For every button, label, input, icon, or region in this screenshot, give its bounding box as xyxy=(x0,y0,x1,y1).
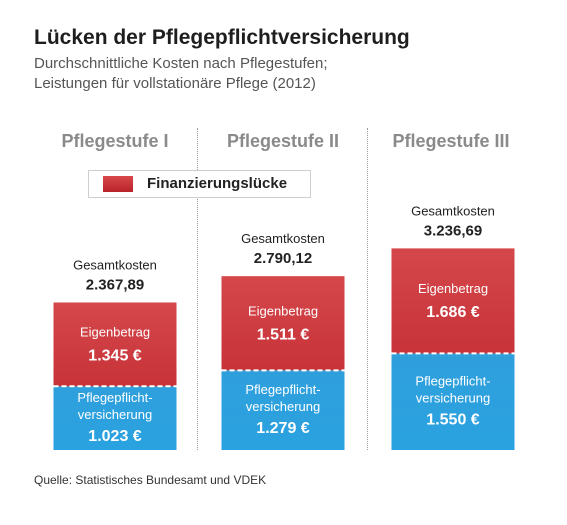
column-divider-1 xyxy=(197,128,198,450)
legend-label: Finanzierungslücke xyxy=(147,175,288,192)
bar-eigenbetrag-2 xyxy=(221,276,345,371)
chart-subtitle: Durchschnittliche Kosten nach Pflegestuf… xyxy=(34,54,328,94)
bar-pflegeversicherung-2 xyxy=(221,370,345,450)
pflegeversicherung-label-line1-2: Pflegepflicht- xyxy=(245,382,320,397)
column-divider-2 xyxy=(367,128,368,450)
pflegeversicherung-label-line1-3: Pflegepflicht- xyxy=(415,374,490,389)
pflegeversicherung-label-line2-3: versicherung xyxy=(416,391,490,406)
bar-eigenbetrag-3 xyxy=(391,248,515,354)
eigenbetrag-label-1: Eigenbetrag xyxy=(80,324,150,339)
eigenbetrag-label-2: Eigenbetrag xyxy=(248,303,318,318)
total-value-2: 2.790,12 xyxy=(254,250,312,267)
column-header-pflegestufe-2: Pflegestufe II xyxy=(226,131,340,151)
total-value-3: 3.236,69 xyxy=(424,222,482,239)
pflegeversicherung-value-2: 1.279 € xyxy=(256,420,309,437)
total-value-1: 2.367,89 xyxy=(86,276,144,293)
chart-title: Lücken der Pflegepflichtversicherung xyxy=(34,26,410,49)
legend: Finanzierungslücke xyxy=(88,170,311,198)
bar-pflegeversicherung-1 xyxy=(53,386,177,450)
column-header-pflegestufe-3: Pflegestufe III xyxy=(392,131,510,151)
eigenbetrag-value-2: 1.511 € xyxy=(257,326,310,343)
eigenbetrag-value-1: 1.345 € xyxy=(88,347,141,364)
column-header-pflegestufe-1: Pflegestufe I xyxy=(61,131,169,151)
total-label-1: Gesamtkosten xyxy=(73,257,157,272)
source-note: Quelle: Statistisches Bundesamt und VDEK xyxy=(34,473,267,487)
pflegeversicherung-label-line1-1: Pflegepflicht- xyxy=(77,390,152,405)
subtitle-line-2: Leistungen für vollstationäre Pflege (20… xyxy=(34,75,316,92)
total-label-2: Gesamtkosten xyxy=(241,231,325,246)
total-label-3: Gesamtkosten xyxy=(411,203,495,218)
subtitle-line-1: Durchschnittliche Kosten nach Pflegestuf… xyxy=(34,55,328,72)
eigenbetrag-label-3: Eigenbetrag xyxy=(418,281,488,296)
eigenbetrag-value-3: 1.686 € xyxy=(426,304,479,321)
pflegeversicherung-value-1: 1.023 € xyxy=(88,428,141,445)
pflegeversicherung-label-line2-1: versicherung xyxy=(78,407,152,422)
pflegeversicherung-value-3: 1.550 € xyxy=(426,412,479,429)
legend-swatch-finanzierungsluecke xyxy=(103,176,133,192)
bar-eigenbetrag-1 xyxy=(53,302,177,387)
pflegeversicherung-label-line2-2: versicherung xyxy=(246,399,320,414)
bar-pflegeversicherung-3 xyxy=(391,353,515,450)
